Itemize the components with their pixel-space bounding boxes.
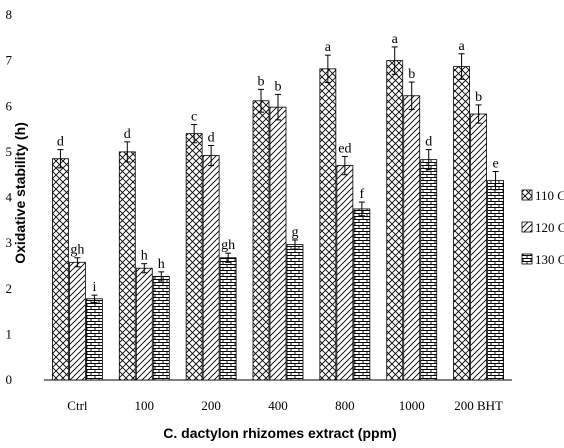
significance-letter: f [360, 187, 365, 202]
error-bar [74, 257, 81, 268]
error-bar [458, 53, 465, 80]
y-tick-label: 6 [6, 98, 13, 113]
error-bar [492, 170, 499, 191]
significance-letter: h [141, 249, 148, 264]
significance-letter: b [258, 74, 265, 89]
error-bar [141, 263, 148, 274]
significance-letter: e [492, 156, 498, 171]
legend-item: 130 C [521, 252, 564, 267]
legend-label: 110 C [535, 188, 564, 203]
x-tick-label: 100 [135, 398, 155, 413]
error-bar [408, 81, 415, 110]
bar [135, 267, 153, 381]
x-tick-label: 400 [268, 398, 288, 413]
significance-letter: b [475, 90, 482, 105]
legend-item: 110 C [521, 188, 564, 203]
bar [286, 244, 304, 381]
error-bar [425, 149, 432, 171]
legend: 110 C 120 C 130 C [521, 188, 564, 267]
bar [269, 106, 287, 381]
y-tick-label: 1 [6, 326, 13, 341]
bar [336, 165, 354, 381]
x-axis-ticks: Ctrl 100 200 400 800 1000 200 BHT [67, 398, 503, 413]
error-bar [358, 201, 365, 217]
legend-swatch [521, 221, 533, 233]
x-tick-label: Ctrl [67, 398, 88, 413]
error-bar [158, 271, 165, 282]
y-tick-label: 4 [6, 190, 13, 205]
significance-letter: d [425, 135, 432, 150]
y-tick-label: 5 [6, 144, 13, 159]
y-tick-label: 8 [6, 7, 13, 22]
bar [118, 151, 136, 381]
error-bar [258, 88, 264, 113]
legend-item: 120 C [521, 220, 564, 235]
significance-letter: b [275, 79, 282, 94]
bar [386, 60, 404, 381]
error-bar [391, 46, 398, 75]
bar [152, 276, 170, 381]
significance-letter: a [325, 40, 332, 55]
error-bar [124, 141, 131, 163]
error-bar [57, 149, 64, 169]
significance-letter: a [458, 39, 465, 54]
bar [252, 100, 270, 381]
significance-letter: d [124, 127, 131, 142]
y-tick-label: 7 [6, 53, 13, 68]
x-axis-title: C. dactylon rhizomes extract (ppm) [163, 425, 396, 441]
significance-letter: i [92, 280, 96, 295]
bar [487, 180, 504, 381]
bar [420, 159, 438, 381]
error-bar [475, 104, 482, 124]
bar [470, 113, 487, 381]
significance-letter: c [191, 110, 197, 125]
bar [185, 133, 203, 381]
error-bar [324, 54, 331, 84]
y-axis-title: Oxidative stability (h) [12, 122, 28, 264]
legend-label: 130 C [535, 252, 564, 267]
legend-label: 120 C [535, 220, 564, 235]
significance-letter: b [408, 67, 415, 82]
significance-letter: a [392, 32, 399, 47]
error-bar [275, 93, 281, 121]
error-bar [91, 294, 98, 303]
y-axis-ticks: 0 1 2 3 4 5 6 7 8 [6, 7, 13, 387]
significance-letter: ed [338, 141, 351, 156]
x-tick-label: 200 [201, 398, 221, 413]
x-tick-label: 200 BHT [454, 398, 503, 413]
y-tick-label: 3 [6, 235, 13, 250]
significance-letter: gh [221, 238, 235, 253]
error-bar [341, 155, 348, 176]
error-bar [208, 144, 215, 167]
bar [69, 261, 86, 381]
significance-letter: d [57, 135, 64, 150]
y-tick-label: 0 [6, 372, 13, 387]
legend-swatch [521, 253, 533, 265]
y-tick-label: 2 [6, 281, 13, 296]
bar [453, 66, 470, 381]
bar [219, 257, 237, 381]
significance-letter: d [208, 130, 215, 145]
significance-letter: h [158, 257, 165, 272]
significance-letter: g [292, 225, 299, 240]
bar [319, 68, 337, 381]
x-tick-label: 1000 [399, 398, 425, 413]
error-bar [292, 239, 298, 250]
error-bar [225, 252, 232, 263]
error-bar [191, 124, 198, 144]
bar [52, 158, 69, 381]
bar [202, 155, 220, 381]
bar [86, 298, 103, 381]
bar [403, 95, 421, 381]
x-tick-label: 800 [335, 398, 355, 413]
significance-letter: gh [70, 243, 84, 258]
bar [353, 208, 371, 381]
legend-swatch [521, 189, 533, 201]
